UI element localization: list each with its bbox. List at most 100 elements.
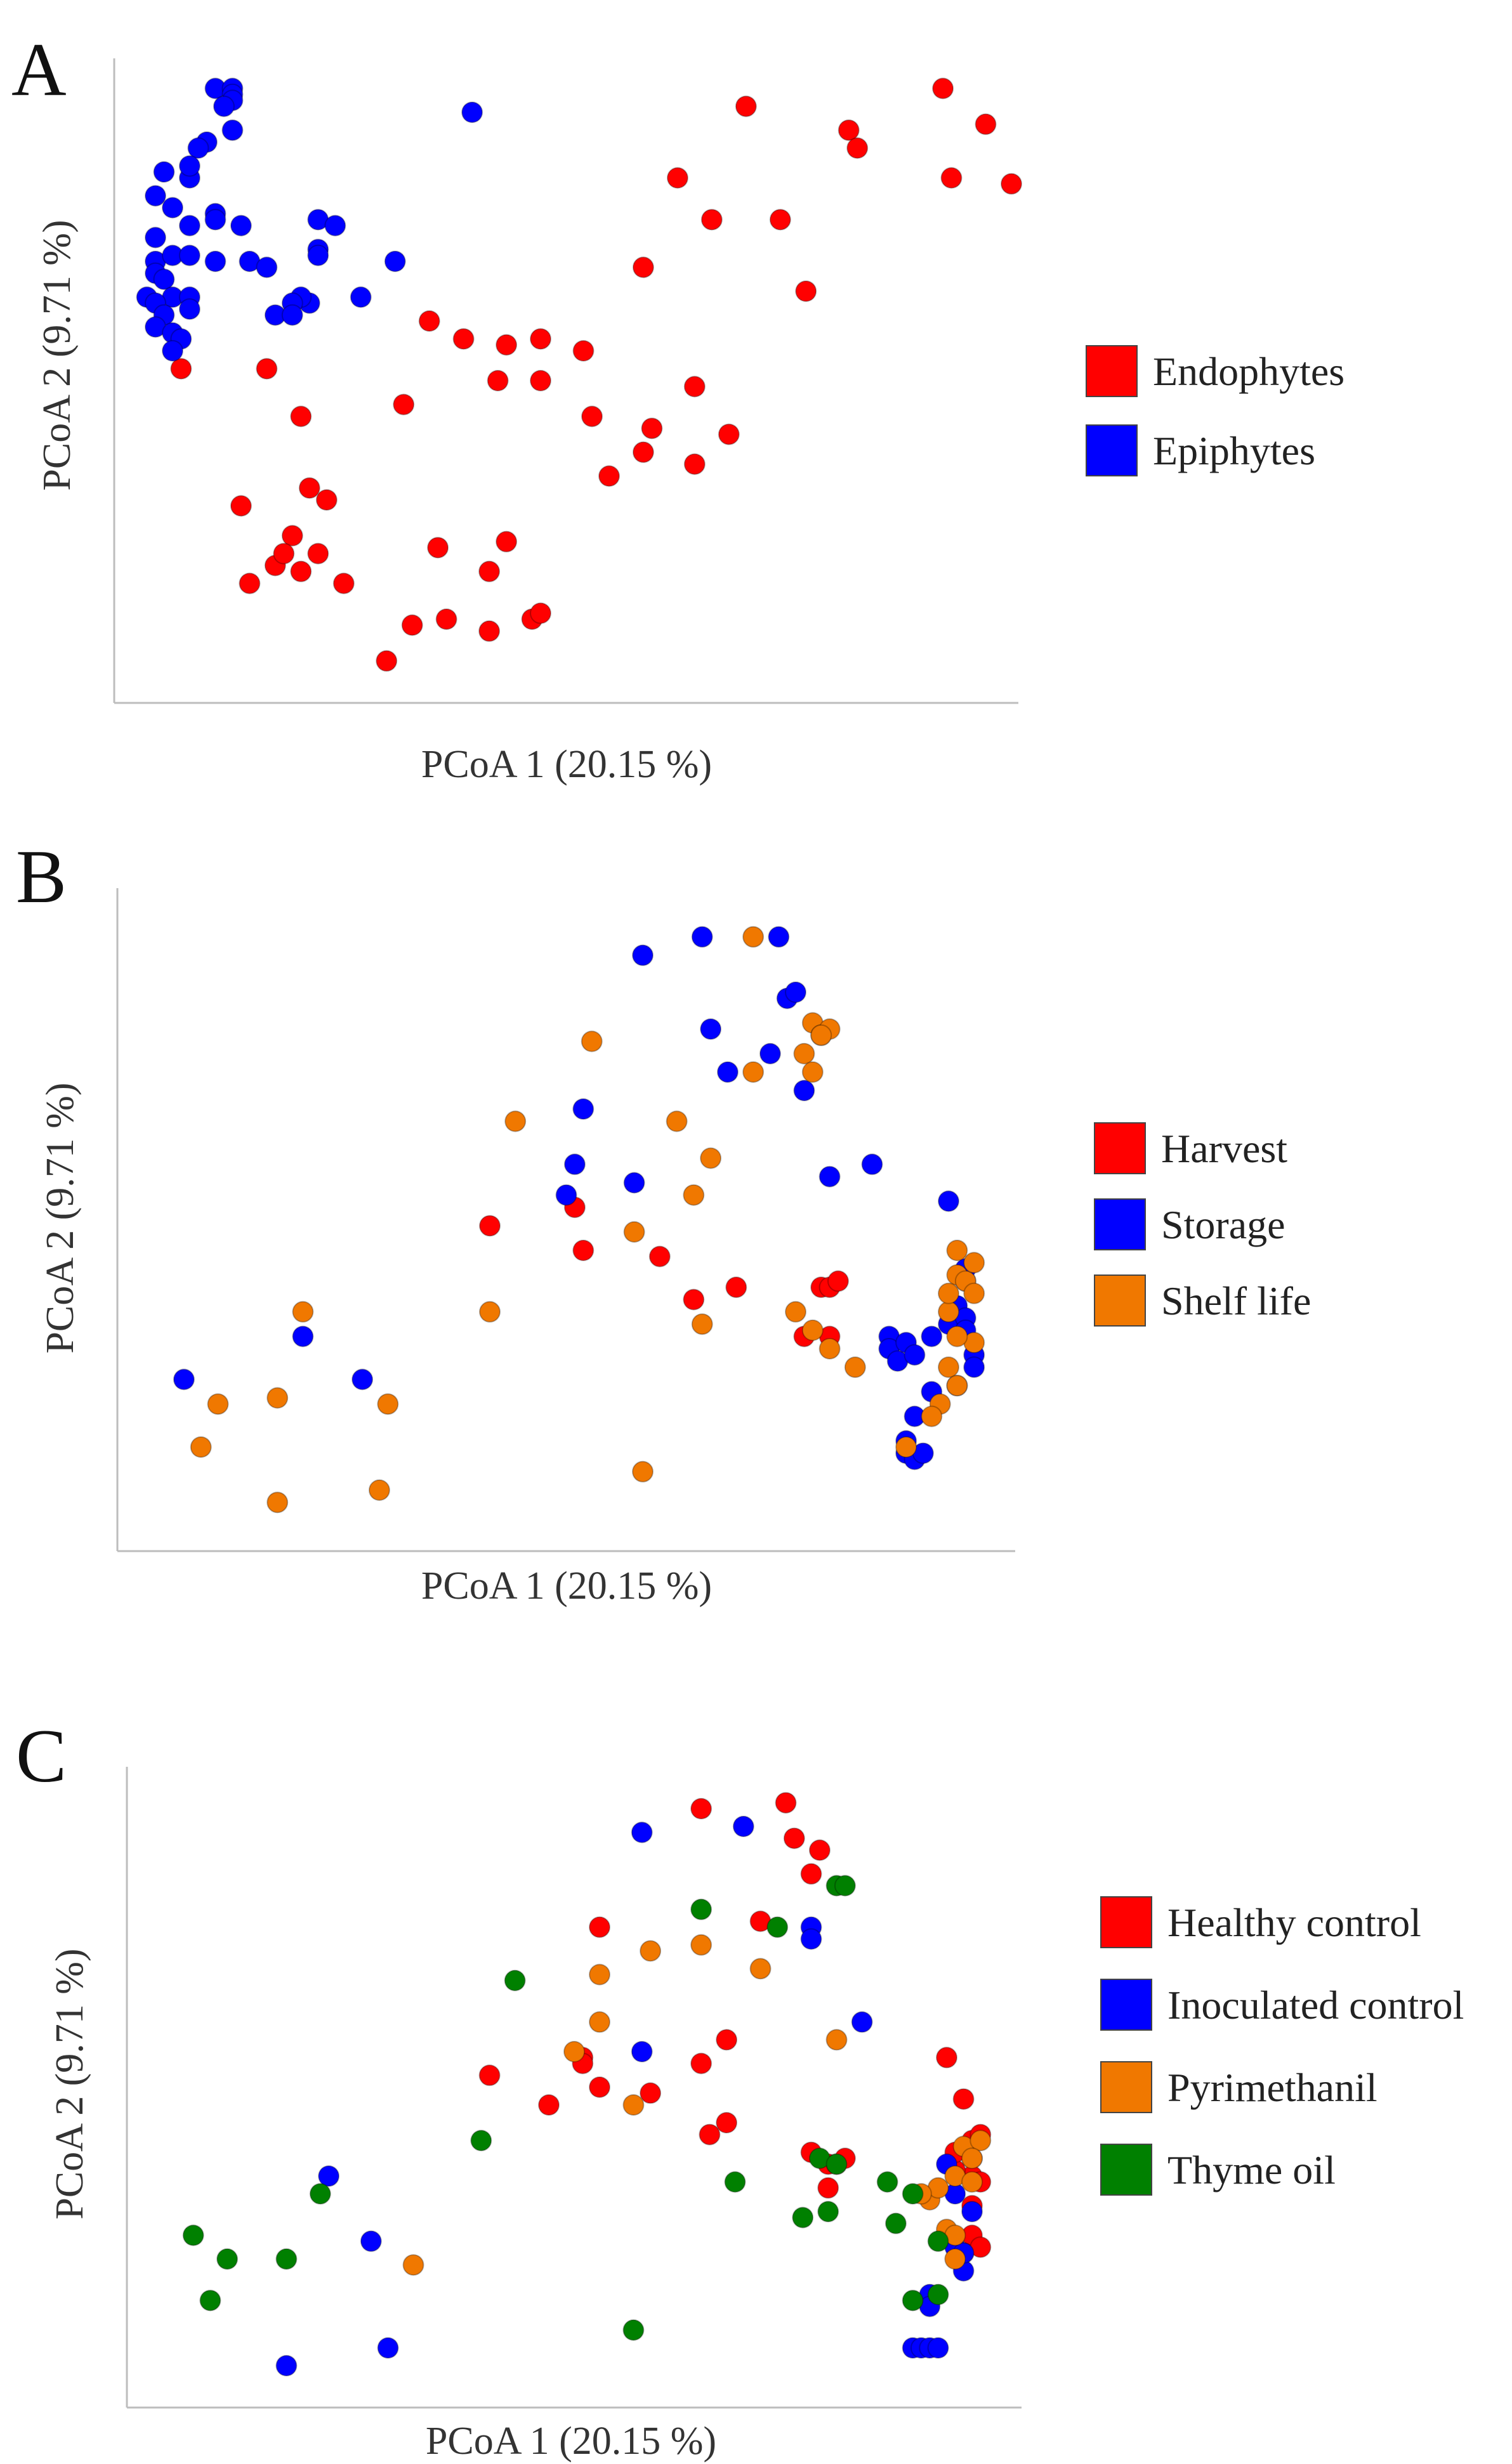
data-point — [384, 251, 406, 272]
legend-label: Healthy control — [1167, 1900, 1421, 1945]
data-point — [792, 2206, 814, 2229]
data-point — [309, 2183, 331, 2205]
data-point — [810, 1024, 832, 1046]
data-point — [178, 298, 201, 320]
data-point — [182, 2224, 204, 2246]
data-point — [683, 376, 706, 398]
data-point — [266, 1491, 289, 1514]
data-point — [496, 334, 518, 356]
data-point — [478, 560, 501, 582]
data-point — [478, 620, 501, 642]
data-point — [785, 981, 806, 1003]
data-point — [572, 1240, 595, 1261]
data-point — [418, 310, 440, 332]
data-point — [921, 1325, 943, 1347]
data-point — [666, 1110, 688, 1132]
data-point — [938, 1190, 959, 1212]
data-point — [683, 1288, 705, 1311]
data-point — [1001, 173, 1022, 195]
data-point — [952, 2088, 975, 2110]
data-point — [927, 2230, 949, 2252]
data-point — [742, 1061, 765, 1083]
data-point — [940, 167, 963, 189]
y-axis-title: PCoA 2 (9.71 %) — [39, 1082, 82, 1353]
data-point — [145, 226, 166, 249]
data-point — [861, 1153, 883, 1176]
data-point — [324, 214, 346, 237]
data-point — [589, 1963, 610, 1986]
data-point — [623, 1221, 645, 1243]
data-point — [690, 1898, 713, 1920]
legend: Endophytes Epiphytes — [1086, 345, 1344, 476]
data-point — [145, 185, 166, 207]
data-point — [724, 2171, 746, 2193]
data-point — [216, 2248, 239, 2270]
data-point — [572, 1098, 595, 1120]
data-point — [204, 251, 227, 272]
data-point — [377, 2337, 399, 2359]
data-point — [360, 2230, 382, 2252]
panel-b: B PCoA 1 (20.15 %) PCoA 2 (9.71 %) Harvest S… — [16, 834, 1311, 1608]
data-point — [700, 1147, 722, 1169]
data-point — [563, 2041, 585, 2062]
data-point — [690, 1798, 713, 1819]
data-point — [825, 2153, 848, 2175]
data-point — [318, 2165, 340, 2187]
data-point — [793, 1080, 815, 1101]
legend-label: Harvest — [1161, 1126, 1287, 1171]
data-point — [666, 167, 688, 189]
data-point — [199, 2290, 221, 2312]
panel-c: C PCoA 1 (20.15 %) PCoA 2 (9.71 %) Healthy … — [16, 1714, 1464, 2463]
data-point — [895, 1436, 917, 1458]
data-point — [256, 256, 278, 279]
data-point — [401, 614, 423, 636]
data-point — [290, 405, 312, 428]
data-point — [699, 2123, 721, 2146]
data-point — [290, 560, 312, 582]
data-point — [153, 268, 175, 291]
x-axis-title: PCoA 1 (20.15 %) — [426, 2420, 716, 2463]
data-point — [970, 2130, 992, 2152]
data-point — [572, 340, 595, 362]
series-epiphytes — [136, 77, 483, 362]
legend-swatch — [1100, 2061, 1152, 2113]
data-point — [368, 1479, 390, 1501]
data-point — [632, 256, 654, 279]
data-point — [631, 1821, 653, 1844]
data-point — [961, 2171, 983, 2193]
data-point — [307, 542, 329, 565]
data-point — [936, 2047, 957, 2069]
legend-swatch — [1100, 1896, 1152, 1948]
y-axis-title: PCoA 2 (9.71 %) — [36, 220, 79, 490]
series-pyrimethanil — [402, 1934, 992, 2276]
data-point — [350, 286, 372, 308]
data-point — [239, 572, 261, 594]
legend-swatch — [1094, 1275, 1146, 1327]
series-storage — [173, 926, 985, 1471]
data-point — [589, 1916, 610, 1938]
data-point — [402, 2254, 424, 2276]
data-point — [749, 1958, 772, 1980]
data-point — [716, 2029, 738, 2051]
data-point — [581, 1030, 603, 1052]
data-point — [927, 2337, 949, 2359]
data-point — [884, 2212, 907, 2234]
data-point — [530, 328, 551, 350]
data-point — [691, 926, 713, 948]
data-point — [640, 2082, 662, 2104]
data-point — [800, 1928, 822, 1950]
data-point — [153, 161, 175, 183]
data-point — [292, 1301, 314, 1323]
data-point — [598, 465, 620, 487]
data-point — [178, 244, 201, 266]
data-point — [632, 1460, 654, 1483]
data-point — [504, 1969, 526, 1991]
data-point — [648, 1245, 671, 1268]
data-point — [844, 1356, 866, 1379]
series-endophytes — [170, 77, 1022, 672]
data-point — [801, 1061, 824, 1083]
data-point — [961, 2147, 983, 2170]
data-point — [817, 2201, 839, 2223]
data-point — [963, 1252, 985, 1274]
data-point — [902, 2183, 924, 2205]
